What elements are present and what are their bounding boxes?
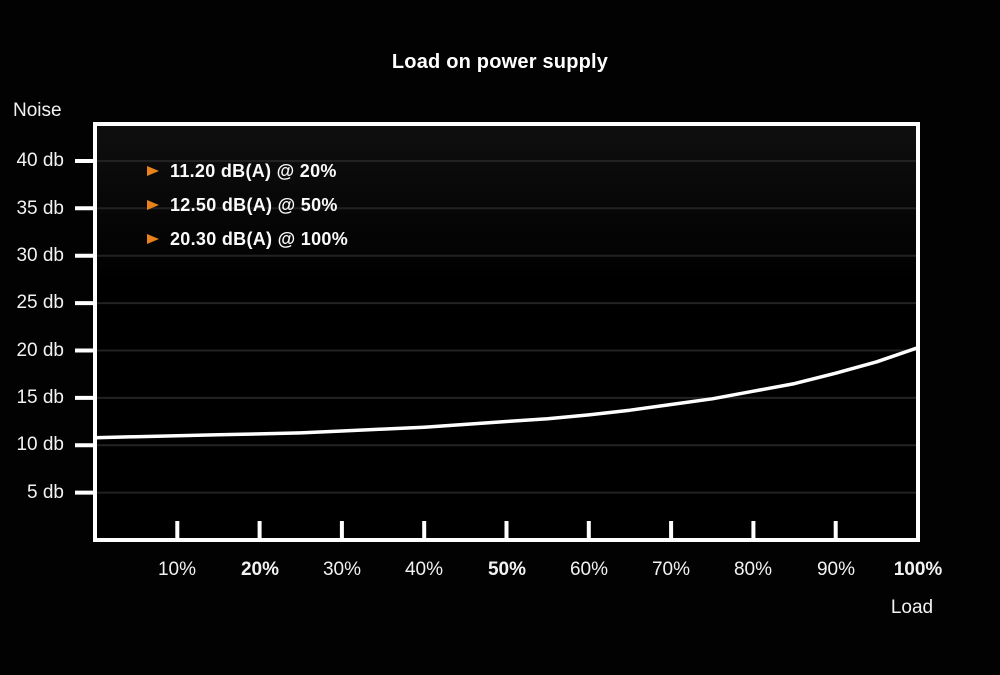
legend: 11.20 dB(A) @ 20% 12.50 dB(A) @ 50% 20.3… [147,160,348,250]
x-tick-label: 80% [733,559,773,580]
legend-item: 11.20 dB(A) @ 20% [147,160,348,182]
legend-item-label: 20.30 dB(A) @ 100% [170,228,349,249]
y-tick-label: 10 db [16,434,64,455]
x-tick-label: 10% [157,559,197,580]
x-tick-label: 90% [816,559,856,580]
legend-item-label: 11.20 dB(A) @ 20% [170,160,337,181]
triangle-marker-icon [147,234,159,244]
x-axis-caption: Load [890,597,934,618]
x-tick-label: 70% [651,559,691,580]
y-axis-caption: Noise [13,100,62,121]
legend-item-label: 12.50 dB(A) @ 50% [170,194,338,215]
triangle-marker-icon [147,166,159,176]
y-tick-label: 30 db [16,245,64,266]
x-tick-label: 50% [487,559,527,580]
x-tick-label: 30% [322,559,362,580]
y-tick-label: 20 db [16,340,64,361]
y-tick-label: 5 db [27,482,64,503]
legend-item: 20.30 dB(A) @ 100% [147,228,348,250]
x-tick-label: 60% [569,559,609,580]
y-tick-label: 15 db [16,387,64,408]
x-tick-label: 40% [404,559,444,580]
triangle-marker-icon [147,200,159,210]
y-tick-label: 35 db [16,198,64,219]
chart-title: Load on power supply [391,51,609,73]
x-tick-label: 20% [240,559,280,580]
y-tick-label: 40 db [16,150,64,171]
y-ticks [75,159,95,495]
legend-item: 12.50 dB(A) @ 50% [147,194,348,216]
y-tick-label: 25 db [16,292,64,313]
x-tick-label: 100% [893,559,943,580]
